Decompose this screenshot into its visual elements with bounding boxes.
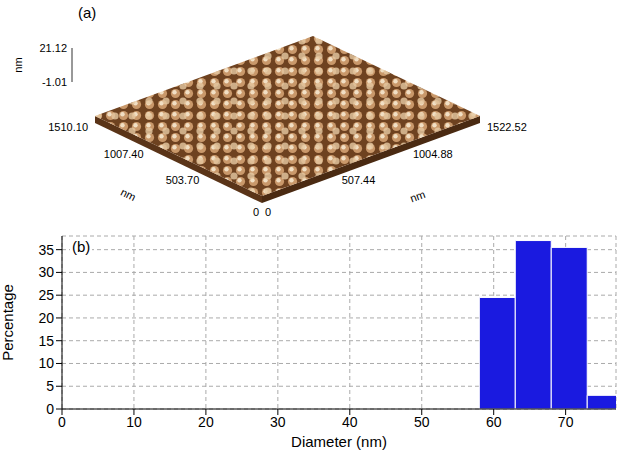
svg-text:nm: nm [408,188,426,205]
svg-text:0: 0 [265,206,271,218]
svg-text:0: 0 [46,401,54,417]
svg-text:1007.40: 1007.40 [104,148,144,160]
svg-text:20: 20 [198,414,214,430]
svg-text:nm: nm [119,186,138,203]
svg-text:30: 30 [38,264,54,280]
svg-text:Diameter (nm): Diameter (nm) [291,433,387,450]
svg-text:1522.52: 1522.52 [487,121,527,133]
svg-text:25: 25 [38,287,54,303]
svg-text:35: 35 [38,242,54,258]
svg-text:15: 15 [38,333,54,349]
svg-text:70: 70 [558,414,574,430]
svg-text:10: 10 [126,414,142,430]
svg-text:1510.10: 1510.10 [48,121,88,133]
svg-text:nm: nm [12,57,24,72]
svg-text:503.70: 503.70 [166,174,200,186]
svg-text:(a): (a) [78,4,96,21]
svg-text:5: 5 [46,378,54,394]
svg-text:0: 0 [58,414,66,430]
svg-text:50: 50 [414,414,430,430]
svg-text:10: 10 [38,355,54,371]
svg-text:0: 0 [253,206,259,218]
svg-text:40: 40 [342,414,358,430]
html-text:(b): (b) [72,238,91,255]
svg-text:1004.88: 1004.88 [413,148,453,160]
svg-text:20: 20 [38,310,54,326]
svg-text:Percentage: Percentage [0,284,16,361]
svg-text:60: 60 [486,414,502,430]
svg-text:-1.01: -1.01 [42,76,67,88]
svg-text:21.12: 21.12 [39,42,67,54]
svg-text:507.44: 507.44 [342,174,376,186]
svg-text:30: 30 [270,414,286,430]
